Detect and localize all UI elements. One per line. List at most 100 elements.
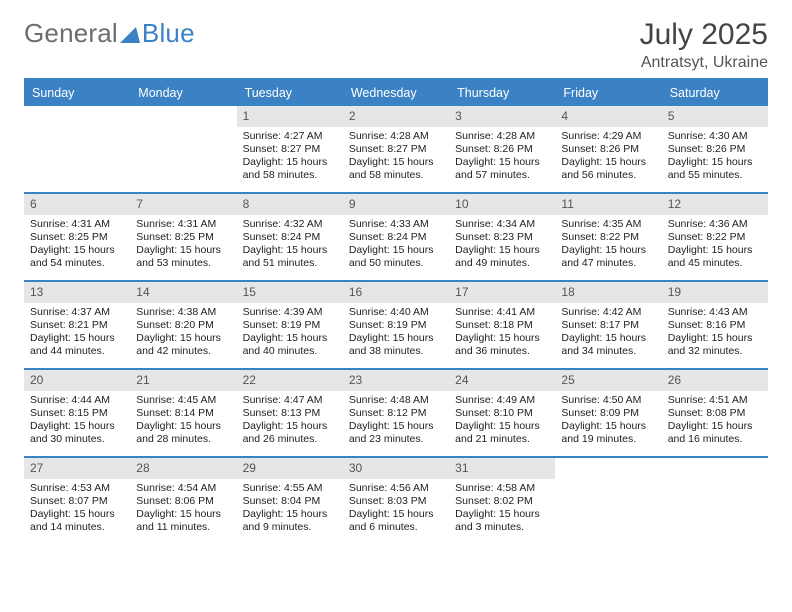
sunset-line: Sunset: 8:21 PM <box>30 319 124 332</box>
sunset-line: Sunset: 8:27 PM <box>243 143 337 156</box>
sunset-line: Sunset: 8:10 PM <box>455 407 549 420</box>
sunset-line: Sunset: 8:26 PM <box>455 143 549 156</box>
calendar-cell: 11Sunrise: 4:35 AMSunset: 8:22 PMDayligh… <box>555 194 661 280</box>
day-body: Sunrise: 4:33 AMSunset: 8:24 PMDaylight:… <box>343 215 449 275</box>
day-body: Sunrise: 4:43 AMSunset: 8:16 PMDaylight:… <box>662 303 768 363</box>
day-number: 11 <box>555 194 661 215</box>
sunrise-line: Sunrise: 4:33 AM <box>349 218 443 231</box>
daylight-line: Daylight: 15 hours and 34 minutes. <box>561 332 655 358</box>
day-number: 15 <box>237 282 343 303</box>
calendar-cell: 27Sunrise: 4:53 AMSunset: 8:07 PMDayligh… <box>24 458 130 544</box>
day-body: Sunrise: 4:49 AMSunset: 8:10 PMDaylight:… <box>449 391 555 451</box>
calendar-cell: 14Sunrise: 4:38 AMSunset: 8:20 PMDayligh… <box>130 282 236 368</box>
sunset-line: Sunset: 8:09 PM <box>561 407 655 420</box>
sunset-line: Sunset: 8:23 PM <box>455 231 549 244</box>
sunrise-line: Sunrise: 4:29 AM <box>561 130 655 143</box>
day-body: Sunrise: 4:42 AMSunset: 8:17 PMDaylight:… <box>555 303 661 363</box>
day-body: Sunrise: 4:31 AMSunset: 8:25 PMDaylight:… <box>24 215 130 275</box>
day-number: 6 <box>24 194 130 215</box>
title-block: July 2025 Antratsyt, Ukraine <box>640 18 768 72</box>
logo-triangle-icon <box>120 19 140 50</box>
day-number: 31 <box>449 458 555 479</box>
calendar-cell: 17Sunrise: 4:41 AMSunset: 8:18 PMDayligh… <box>449 282 555 368</box>
sunrise-line: Sunrise: 4:43 AM <box>668 306 762 319</box>
sunset-line: Sunset: 8:18 PM <box>455 319 549 332</box>
day-body: Sunrise: 4:39 AMSunset: 8:19 PMDaylight:… <box>237 303 343 363</box>
calendar-cell: 30Sunrise: 4:56 AMSunset: 8:03 PMDayligh… <box>343 458 449 544</box>
sunrise-line: Sunrise: 4:38 AM <box>136 306 230 319</box>
weekday-header: Saturday <box>662 80 768 106</box>
daylight-line: Daylight: 15 hours and 32 minutes. <box>668 332 762 358</box>
sunset-line: Sunset: 8:08 PM <box>668 407 762 420</box>
daylight-line: Daylight: 15 hours and 44 minutes. <box>30 332 124 358</box>
day-number: 2 <box>343 106 449 127</box>
day-body: Sunrise: 4:55 AMSunset: 8:04 PMDaylight:… <box>237 479 343 539</box>
calendar-cell <box>130 106 236 192</box>
day-number: 10 <box>449 194 555 215</box>
sunrise-line: Sunrise: 4:31 AM <box>30 218 124 231</box>
sunrise-line: Sunrise: 4:39 AM <box>243 306 337 319</box>
sunset-line: Sunset: 8:26 PM <box>668 143 762 156</box>
sunset-line: Sunset: 8:25 PM <box>30 231 124 244</box>
day-body: Sunrise: 4:36 AMSunset: 8:22 PMDaylight:… <box>662 215 768 275</box>
day-number: 7 <box>130 194 236 215</box>
calendar-cell: 28Sunrise: 4:54 AMSunset: 8:06 PMDayligh… <box>130 458 236 544</box>
calendar-cell <box>24 106 130 192</box>
weekday-header-row: Sunday Monday Tuesday Wednesday Thursday… <box>24 80 768 106</box>
calendar-cell: 15Sunrise: 4:39 AMSunset: 8:19 PMDayligh… <box>237 282 343 368</box>
sunset-line: Sunset: 8:07 PM <box>30 495 124 508</box>
calendar-cell: 21Sunrise: 4:45 AMSunset: 8:14 PMDayligh… <box>130 370 236 456</box>
daylight-line: Daylight: 15 hours and 3 minutes. <box>455 508 549 534</box>
calendar-cell: 2Sunrise: 4:28 AMSunset: 8:27 PMDaylight… <box>343 106 449 192</box>
day-body: Sunrise: 4:44 AMSunset: 8:15 PMDaylight:… <box>24 391 130 451</box>
sunrise-line: Sunrise: 4:44 AM <box>30 394 124 407</box>
calendar-cell: 7Sunrise: 4:31 AMSunset: 8:25 PMDaylight… <box>130 194 236 280</box>
day-body: Sunrise: 4:53 AMSunset: 8:07 PMDaylight:… <box>24 479 130 539</box>
sunset-line: Sunset: 8:16 PM <box>668 319 762 332</box>
header: General Blue July 2025 Antratsyt, Ukrain… <box>24 18 768 72</box>
logo: General Blue <box>24 18 195 49</box>
day-number: 24 <box>449 370 555 391</box>
weekday-header: Wednesday <box>343 80 449 106</box>
daylight-line: Daylight: 15 hours and 38 minutes. <box>349 332 443 358</box>
day-number: 23 <box>343 370 449 391</box>
day-body: Sunrise: 4:50 AMSunset: 8:09 PMDaylight:… <box>555 391 661 451</box>
sunrise-line: Sunrise: 4:28 AM <box>349 130 443 143</box>
day-number: 12 <box>662 194 768 215</box>
day-body <box>662 479 768 486</box>
sunrise-line: Sunrise: 4:56 AM <box>349 482 443 495</box>
daylight-line: Daylight: 15 hours and 42 minutes. <box>136 332 230 358</box>
daylight-line: Daylight: 15 hours and 50 minutes. <box>349 244 443 270</box>
logo-text-1: General <box>24 18 118 49</box>
day-number: 20 <box>24 370 130 391</box>
day-body: Sunrise: 4:37 AMSunset: 8:21 PMDaylight:… <box>24 303 130 363</box>
sunset-line: Sunset: 8:20 PM <box>136 319 230 332</box>
calendar-cell: 19Sunrise: 4:43 AMSunset: 8:16 PMDayligh… <box>662 282 768 368</box>
calendar-cell: 22Sunrise: 4:47 AMSunset: 8:13 PMDayligh… <box>237 370 343 456</box>
sunrise-line: Sunrise: 4:40 AM <box>349 306 443 319</box>
daylight-line: Daylight: 15 hours and 54 minutes. <box>30 244 124 270</box>
calendar-cell <box>555 458 661 544</box>
day-body: Sunrise: 4:28 AMSunset: 8:26 PMDaylight:… <box>449 127 555 187</box>
calendar-cell: 16Sunrise: 4:40 AMSunset: 8:19 PMDayligh… <box>343 282 449 368</box>
daylight-line: Daylight: 15 hours and 53 minutes. <box>136 244 230 270</box>
sunset-line: Sunset: 8:13 PM <box>243 407 337 420</box>
day-number: 25 <box>555 370 661 391</box>
sunset-line: Sunset: 8:24 PM <box>349 231 443 244</box>
month-title: July 2025 <box>640 18 768 52</box>
weekday-header: Sunday <box>24 80 130 106</box>
daylight-line: Daylight: 15 hours and 30 minutes. <box>30 420 124 446</box>
sunset-line: Sunset: 8:14 PM <box>136 407 230 420</box>
day-number: 26 <box>662 370 768 391</box>
daylight-line: Daylight: 15 hours and 16 minutes. <box>668 420 762 446</box>
calendar-cell: 25Sunrise: 4:50 AMSunset: 8:09 PMDayligh… <box>555 370 661 456</box>
day-body: Sunrise: 4:40 AMSunset: 8:19 PMDaylight:… <box>343 303 449 363</box>
sunrise-line: Sunrise: 4:41 AM <box>455 306 549 319</box>
calendar-cell <box>662 458 768 544</box>
day-body: Sunrise: 4:28 AMSunset: 8:27 PMDaylight:… <box>343 127 449 187</box>
sunrise-line: Sunrise: 4:45 AM <box>136 394 230 407</box>
day-number: 9 <box>343 194 449 215</box>
calendar-cell: 23Sunrise: 4:48 AMSunset: 8:12 PMDayligh… <box>343 370 449 456</box>
day-body: Sunrise: 4:32 AMSunset: 8:24 PMDaylight:… <box>237 215 343 275</box>
sunrise-line: Sunrise: 4:27 AM <box>243 130 337 143</box>
